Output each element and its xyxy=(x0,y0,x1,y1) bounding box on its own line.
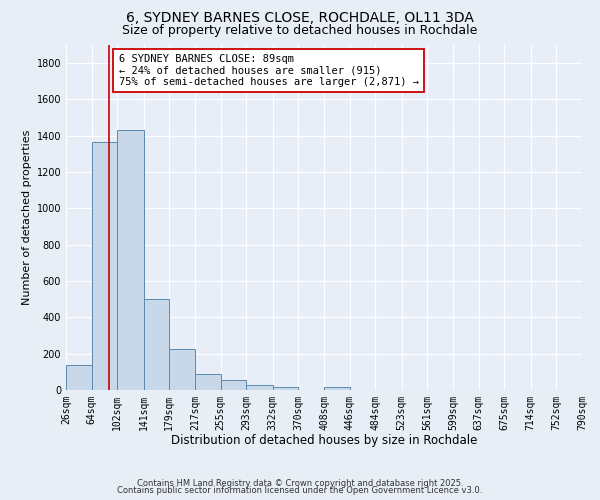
Text: 6, SYDNEY BARNES CLOSE, ROCHDALE, OL11 3DA: 6, SYDNEY BARNES CLOSE, ROCHDALE, OL11 3… xyxy=(126,11,474,25)
Y-axis label: Number of detached properties: Number of detached properties xyxy=(22,130,32,305)
Bar xyxy=(247,386,272,390)
Bar xyxy=(272,388,298,390)
Bar xyxy=(195,374,221,390)
Bar xyxy=(92,142,118,390)
Text: Contains public sector information licensed under the Open Government Licence v3: Contains public sector information licen… xyxy=(118,486,482,495)
X-axis label: Distribution of detached houses by size in Rochdale: Distribution of detached houses by size … xyxy=(171,434,477,448)
Bar xyxy=(324,388,350,390)
Text: Size of property relative to detached houses in Rochdale: Size of property relative to detached ho… xyxy=(122,24,478,37)
Bar xyxy=(66,366,92,390)
Bar xyxy=(221,380,247,390)
Bar xyxy=(143,299,169,390)
Bar xyxy=(169,349,195,390)
Text: 6 SYDNEY BARNES CLOSE: 89sqm
← 24% of detached houses are smaller (915)
75% of s: 6 SYDNEY BARNES CLOSE: 89sqm ← 24% of de… xyxy=(119,54,419,88)
Bar xyxy=(118,130,143,390)
Text: Contains HM Land Registry data © Crown copyright and database right 2025.: Contains HM Land Registry data © Crown c… xyxy=(137,478,463,488)
